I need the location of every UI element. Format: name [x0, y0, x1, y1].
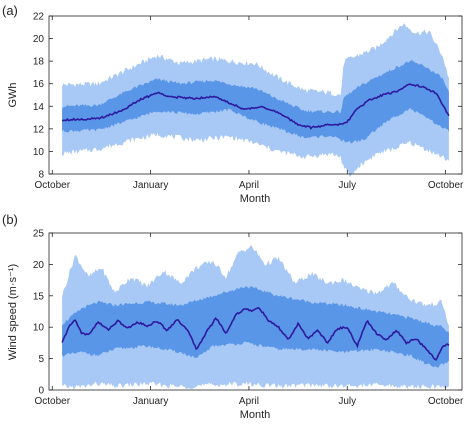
- x-tick-label-a: April: [239, 180, 259, 191]
- x-tick-label-b: October: [428, 396, 464, 407]
- y-tick-label-b: 0: [38, 386, 44, 397]
- plot-area-a: 8 10 12 14 16 18 20 22 October January April July Oc…: [33, 12, 464, 192]
- y-tick-label-a: 20: [33, 34, 45, 45]
- y-axis-label-b: Wind speed (m·s⁻¹): [7, 264, 19, 360]
- x-tick-label-b: January: [133, 396, 169, 407]
- y-tick-label-b: 10: [33, 323, 45, 334]
- panel-label-a: (a): [2, 3, 18, 18]
- x-axis-label-b: Month: [240, 409, 271, 421]
- y-axis-label-a: GWh: [7, 82, 19, 107]
- y-tick-label-a: 22: [33, 12, 45, 23]
- x-tick-label-a: January: [133, 180, 169, 191]
- x-tick-label-b: July: [338, 396, 356, 407]
- axes-frame-a: [48, 15, 463, 175]
- panel-label-b: (b): [2, 212, 18, 227]
- median-line-b: [61, 306, 450, 361]
- y-tick-label-b: 25: [33, 229, 45, 240]
- panel-b: (b) 0 5 10 15 20 25 October January April July Oct…: [2, 212, 464, 421]
- x-tick-label-b: October: [34, 396, 70, 407]
- y-tick-label-a: 14: [33, 102, 45, 113]
- y-tick-label-a: 10: [33, 147, 45, 158]
- band-inner-b: [62, 286, 449, 368]
- panel-a: (a) 8 10 12 14 16 18 20 22 October January April Ju…: [2, 3, 464, 205]
- band-inner-a: [62, 60, 449, 144]
- median-line-a: [61, 83, 450, 130]
- y-tick-label-b: 5: [38, 354, 44, 365]
- y-tick-label-a: 8: [38, 170, 44, 181]
- y-tick-label-b: 15: [33, 291, 45, 302]
- x-tick-label-a: October: [34, 180, 70, 191]
- y-tick-label-a: 18: [33, 57, 45, 68]
- x-tick-label-a: October: [428, 180, 464, 191]
- x-tick-label-a: July: [338, 180, 356, 191]
- plot-area-b: 0 5 10 15 20 25 October January April July October: [33, 229, 464, 408]
- y-tick-label-b: 20: [33, 260, 45, 271]
- x-tick-label-b: April: [239, 396, 259, 407]
- y-tick-label-a: 12: [33, 124, 45, 135]
- x-axis-label-a: Month: [240, 193, 271, 205]
- axes-frame-b: [48, 232, 463, 391]
- y-tick-label-a: 16: [33, 79, 45, 90]
